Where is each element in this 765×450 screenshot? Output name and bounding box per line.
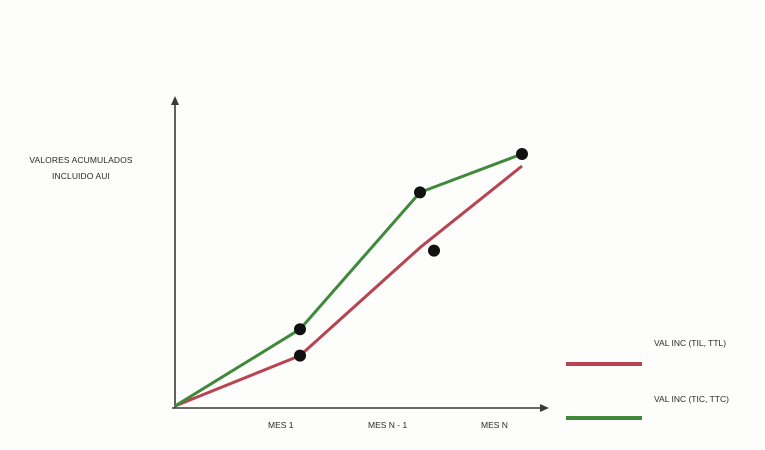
data-point [516,148,528,160]
series-line-red [174,164,523,408]
marker-layer [294,148,528,362]
data-point [294,349,306,362]
y-axis-label-line-2: INCLUIDO AUI [52,171,110,181]
y-axis-label-line-1: VALORES ACUMULADOS [29,155,133,165]
legend-label-red: VAL INC (TIL, TTL) [654,338,727,348]
series-line-green [174,152,523,408]
y-axis-label: VALORES ACUMULADOS INCLUIDO AUI [16,152,146,184]
x-tick-label: MES 1 [268,420,294,430]
legend-swatch-green [566,416,642,420]
data-point [414,186,426,199]
series-layer [174,152,523,408]
x-tick-label: MES N [481,420,508,430]
data-point [294,323,306,336]
data-point [428,244,440,257]
legend-swatch-red [566,362,642,366]
x-tick-label: MES N - 1 [368,420,408,430]
legend-label-green: VAL INC (TIC, TTC) [654,394,729,404]
